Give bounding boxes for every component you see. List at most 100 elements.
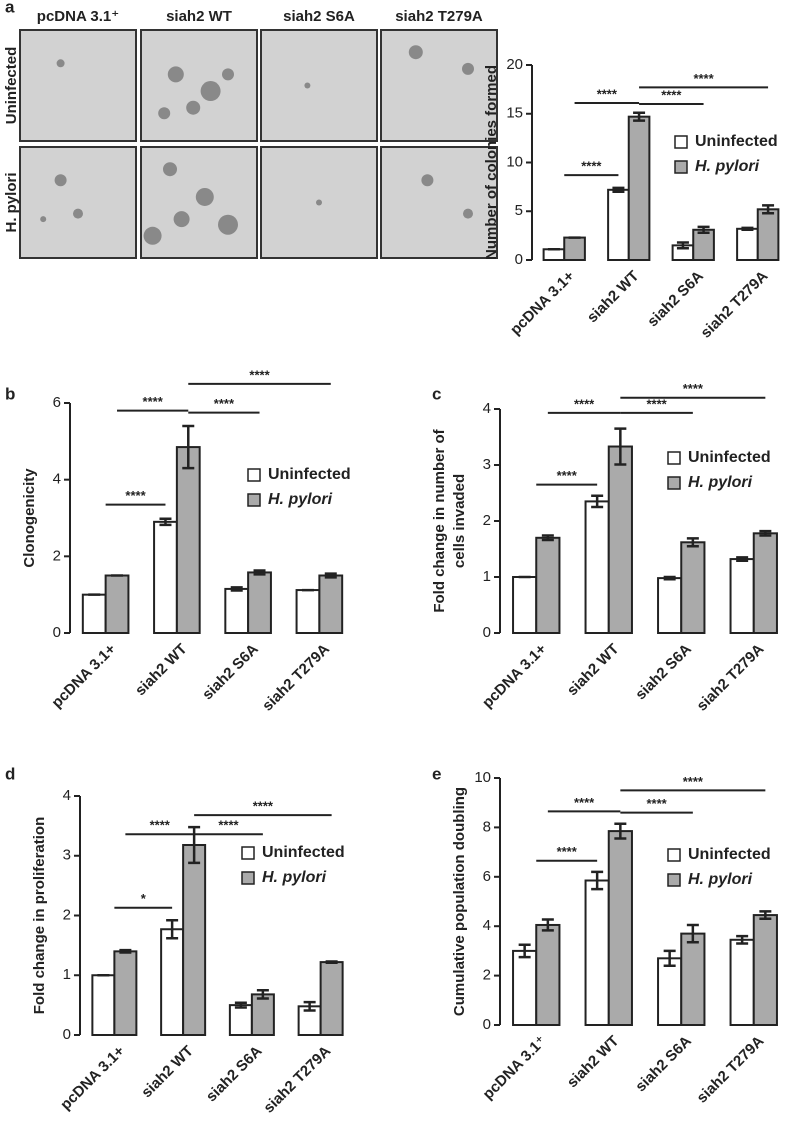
colony [73,208,83,219]
error-bar [686,537,699,548]
legend-swatch [241,846,255,860]
x-tick-label: siah2 T279A [259,640,333,714]
significance-label: **** [249,367,270,382]
colony [186,100,201,115]
y-tick-label: 2 [63,906,71,923]
legend-swatch [241,871,255,885]
y-tick-label: 0 [483,624,491,641]
significance-label: **** [214,396,235,411]
bar [224,587,250,635]
error-bar [736,934,749,945]
micrograph [19,146,137,259]
y-tick-label: 2 [53,547,61,564]
colony [462,62,474,75]
image-column-label: siah2 S6A [283,8,355,25]
y-tick-label: 6 [483,868,491,885]
x-tick-label: siah2 WT [584,268,643,327]
error-bar [759,529,772,537]
colony [167,66,184,83]
bar [627,115,651,261]
legend-label: Uninfected [688,449,771,466]
micrograph [140,29,258,142]
bar [563,236,586,261]
error-bar [325,960,338,964]
y-axis-label: Number of colonies formed [483,65,500,260]
significance-label: **** [557,468,578,483]
y-axis-label: Fold change in number of [431,428,448,612]
significance-label: **** [683,381,704,396]
significance-label: **** [253,799,274,814]
significance-label: **** [557,844,578,859]
legend-swatch [667,848,681,862]
significance-label: **** [661,87,682,102]
y-tick-label: 3 [483,456,491,473]
colony [304,82,311,89]
error-bar [166,919,179,940]
error-bar [633,111,646,122]
error-bar [159,517,172,527]
error-bar [324,572,337,579]
y-axis-label: Clonogenicity [21,468,38,568]
error-bar [686,923,699,944]
bar [584,879,610,1026]
significance-label: **** [574,795,595,810]
significance-label: **** [218,818,239,833]
bar [182,843,207,1036]
colony [408,45,423,60]
significance-label: **** [150,818,171,833]
bar [756,208,780,262]
bar [512,576,538,634]
legend-label: Uninfected [688,846,771,863]
micrograph [19,29,137,142]
bar [729,938,755,1026]
x-tick-label: siah2 S6A [203,1043,266,1106]
colony [463,208,473,219]
panel-letter: b [5,384,15,403]
colony [40,216,47,223]
colony [56,59,65,68]
error-bar [614,822,627,840]
bar [113,950,138,1036]
x-tick-label: siah2 WT [564,1033,623,1092]
x-tick-label: pcDNA 3.1⁺ [480,1033,550,1103]
y-tick-label: 8 [483,818,491,835]
x-tick-label: siah2 S6A [199,641,262,704]
error-bar [119,948,132,954]
error-bar [256,988,269,1000]
error-bar [676,241,689,250]
bar [607,830,633,1026]
error-bar [182,424,195,470]
bar [607,445,633,634]
bar [657,577,683,634]
panel-letter: c [432,384,441,403]
bar [512,949,538,1027]
error-bar [741,226,754,232]
y-axis-label: cells invaded [451,474,468,568]
y-tick-label: 4 [63,787,71,804]
error-bar [697,225,710,234]
legend-label: H. pylori [695,158,760,175]
significance-label: **** [125,488,146,503]
error-bar [518,943,531,959]
x-tick-label: siah2 WT [138,1043,197,1102]
bar [680,932,706,1026]
x-tick-label: pcDNA 3.1+ [57,1042,128,1113]
bar [247,571,272,635]
y-tick-label: 10 [474,769,491,786]
y-axis-label: Cumulative population doubling [451,787,468,1016]
bar [228,1004,253,1036]
bar [736,227,759,262]
bar [535,923,561,1027]
significance-label: **** [646,396,667,411]
micrograph [380,146,498,259]
significance-label: **** [581,159,602,174]
colony [195,187,214,206]
colony [54,174,67,187]
x-tick-label: pcDNA 3.1+ [48,640,119,711]
bar [584,500,610,634]
error-bar [591,870,604,891]
error-bar [759,910,772,921]
x-tick-label: siah2 WT [132,641,191,700]
